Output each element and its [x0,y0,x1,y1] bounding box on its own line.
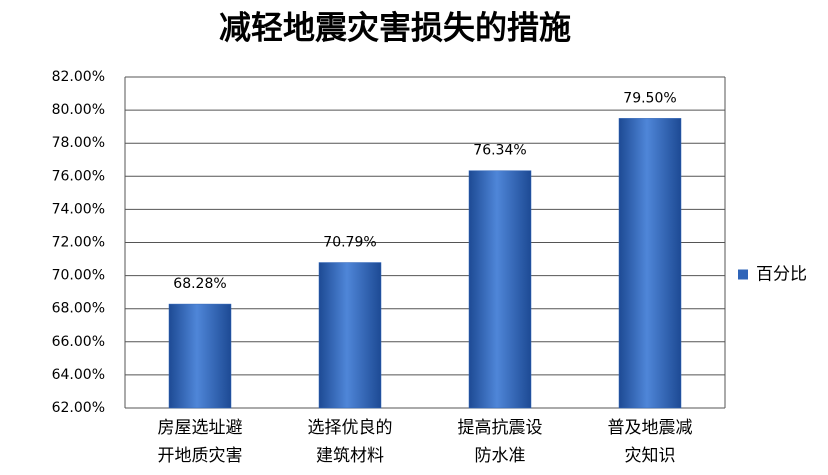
x-tick-label: 开地质灾害 [158,446,243,466]
y-tick-label: 82.00% [52,69,105,85]
y-tick-label: 70.00% [52,268,105,284]
y-tick-label: 64.00% [52,367,105,383]
value-label: 79.50% [623,90,676,106]
x-tick-label: 灾知识 [625,446,676,466]
legend-swatch [738,269,748,280]
x-tick-label: 建筑材料 [316,446,384,466]
x-tick-label: 选择优良的 [308,418,393,438]
y-tick-label: 80.00% [52,102,105,118]
bar [318,262,382,409]
x-tick-label: 房屋选址避 [158,418,243,438]
y-tick-label: 66.00% [52,334,105,350]
y-tick-label: 78.00% [52,135,105,151]
value-label: 68.28% [173,276,226,292]
x-tick-label: 防水准 [475,446,526,466]
y-tick-label: 68.00% [52,301,105,317]
value-label: 70.79% [323,235,376,251]
value-label: 76.34% [473,143,526,159]
x-tick-label: 提高抗震设 [458,418,543,438]
y-tick-label: 72.00% [52,235,105,251]
legend-label: 百分比 [756,265,807,285]
y-tick-label: 76.00% [52,168,105,184]
y-tick-label: 74.00% [52,201,105,217]
y-tick-label: 62.00% [52,400,105,416]
chart-title: 减轻地震灾害损失的措施 [219,9,571,47]
bar [468,170,532,409]
bar [168,303,232,409]
x-tick-label: 普及地震减 [608,418,693,438]
bar [618,118,682,409]
